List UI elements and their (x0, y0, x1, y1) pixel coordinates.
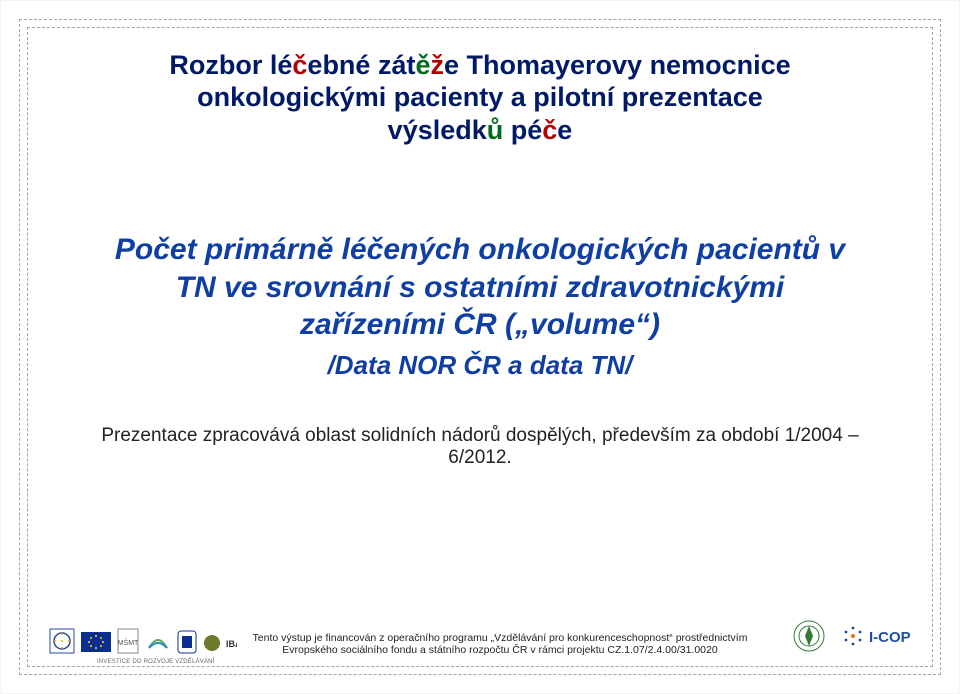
header-line-3: výsledků péče (61, 114, 899, 146)
body-block: Počet primárně léčených onkologických pa… (101, 231, 859, 381)
header-seg: e (557, 115, 572, 145)
header-line-1: Rozbor léčebné zátěže Thomayerovy nemocn… (61, 49, 899, 81)
header-seg: pé (503, 115, 542, 145)
header-seg: e Thomayerovy nemocnice (444, 50, 791, 80)
op-vk-logo-icon (145, 628, 171, 659)
header-seg: č (292, 50, 307, 80)
header-seg: ů (487, 115, 504, 145)
left-logos-caption: INVESTICE DO ROZVOJE VZDĚLÁVÁNÍ (97, 659, 215, 665)
header-line-2: onkologickými pacienty a pilotní prezent… (61, 81, 899, 113)
svg-text:IBA: IBA (226, 639, 237, 649)
svg-text:MŠMT: MŠMT (118, 638, 139, 647)
footer-logos-left: MŠMT IBA INVESTICE DO ROZVOJE VZDĚLÁVÁNÍ (49, 628, 237, 659)
slide-header: Rozbor léčebné zátěže Thomayerovy nemocn… (61, 49, 899, 146)
msmt-logo-icon: MŠMT (117, 628, 139, 659)
header-seg: ě (415, 50, 430, 80)
eu-flag-icon (81, 632, 111, 659)
footer-line-2: Evropského sociálního fondu a státního r… (241, 644, 759, 657)
footer-line-1: Tento výstup je financován z operačního … (241, 632, 759, 645)
body-main-text: Počet primárně léčených onkologických pa… (101, 231, 859, 344)
header-seg: onkologickými pacienty a pilotní prezent… (197, 82, 763, 112)
esf-logo-icon (49, 628, 75, 659)
header-seg: ebné zát (307, 50, 415, 80)
header-seg: Rozbor lé (169, 50, 292, 80)
icop-logo-icon: I-COP (841, 621, 911, 656)
icop-text: I-COP (869, 629, 911, 646)
footer: MŠMT IBA INVESTICE DO ROZVOJE VZDĚLÁVÁNÍ… (1, 609, 959, 659)
muni-logo-icon (177, 630, 197, 659)
footer-text: Tento výstup je financován z operačního … (241, 632, 759, 657)
footer-logos-right: I-COP (791, 618, 911, 659)
header-seg: výsledk (388, 115, 487, 145)
header-seg: č (542, 115, 557, 145)
body-sub-text: /Data NOR ČR a data TN/ (101, 350, 859, 381)
slide: Rozbor léčebné zátěže Thomayerovy nemocn… (0, 0, 960, 694)
note-text: Prezentace zpracovává oblast solidních n… (101, 425, 859, 469)
header-seg: ž (430, 50, 444, 80)
iba-logo-icon: IBA (203, 632, 237, 659)
green-seal-icon (791, 618, 827, 659)
